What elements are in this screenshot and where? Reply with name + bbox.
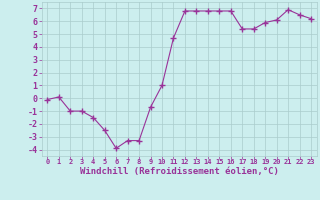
X-axis label: Windchill (Refroidissement éolien,°C): Windchill (Refroidissement éolien,°C) (80, 167, 279, 176)
